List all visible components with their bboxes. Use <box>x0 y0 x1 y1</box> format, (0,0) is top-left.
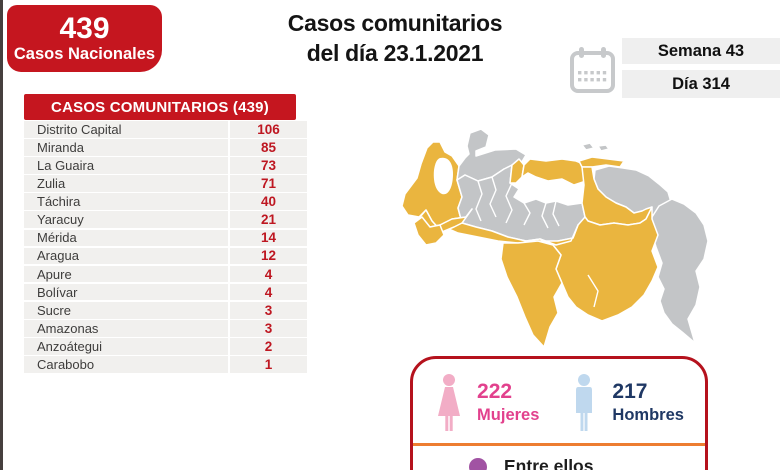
women-count: 222 <box>477 380 513 403</box>
day-badge: Día 314 <box>622 70 780 98</box>
state-name: Bolívar <box>24 283 228 301</box>
men-stat: 217 Hombres <box>612 372 684 436</box>
table-row: Sucre 3 <box>24 301 307 319</box>
map-islands-nueva-esparta <box>581 142 595 151</box>
state-cases: 71 <box>230 175 307 192</box>
venezuela-map <box>401 128 709 348</box>
state-name: Mérida <box>24 229 228 247</box>
map-state-amazonas <box>500 240 563 348</box>
national-cases-value: 439 <box>59 12 110 45</box>
state-name: Amazonas <box>24 320 228 337</box>
state-cases: 1 <box>230 356 307 373</box>
state-cases: 85 <box>230 139 307 156</box>
male-icon <box>576 374 593 431</box>
table-header: CASOS COMUNITARIOS (439) <box>24 94 296 120</box>
map-internal-border <box>523 202 531 226</box>
state-name: Yaracuy <box>24 211 228 229</box>
national-cases-label: Casos Nacionales <box>13 45 156 63</box>
table-row: La Guaira 73 <box>24 157 307 174</box>
state-name: Distrito Capital <box>24 121 228 138</box>
map-state-tachira <box>413 216 445 246</box>
state-cases: 40 <box>230 193 307 210</box>
page-title-line1: Casos comunitarios <box>287 10 503 36</box>
table-row: Miranda 85 <box>24 139 307 156</box>
state-name: Miranda <box>24 139 228 156</box>
state-name: La Guaira <box>24 157 228 174</box>
state-name: Táchira <box>24 193 228 210</box>
state-name: Aragua <box>24 247 228 265</box>
table-row: Carabobo 1 <box>24 356 307 373</box>
map-state-sucre <box>578 156 625 168</box>
state-name: Sucre <box>24 301 228 319</box>
state-cases: 4 <box>230 265 307 283</box>
lake-maracaibo <box>433 157 453 195</box>
among-them-label: Entre ellos <box>504 456 594 470</box>
table-row: Anzoátegui 2 <box>24 338 307 355</box>
state-cases: 2 <box>230 338 307 355</box>
week-badge: Semana 43 <box>622 38 780 64</box>
state-name: Anzoátegui <box>24 338 228 355</box>
map-internal-border <box>475 180 483 222</box>
map-internal-border <box>587 274 599 308</box>
state-cases: 3 <box>230 320 307 337</box>
among-them-row: Entre ellos <box>469 456 593 470</box>
state-cases: 4 <box>230 283 307 301</box>
community-cases-table: Distrito Capital 106 Miranda 85 La Guaira 7… <box>24 121 307 374</box>
map-islands-nueva-esparta <box>597 144 610 152</box>
table-row: Zulia 71 <box>24 175 307 192</box>
map-internal-border <box>505 182 513 224</box>
page-title: Casos comunitarios del día 23.1.2021 <box>253 8 537 68</box>
table-row: Distrito Capital 106 <box>24 121 307 138</box>
state-name: Apure <box>24 265 228 283</box>
map-internal-border <box>541 202 549 229</box>
state-cases: 14 <box>230 229 307 247</box>
left-edge-border <box>0 0 3 470</box>
women-group: 222 Mujeres <box>434 372 539 436</box>
female-icon <box>438 374 461 431</box>
table-row: Mérida 14 <box>24 229 307 247</box>
women-stat: 222 Mujeres <box>477 372 539 436</box>
state-name: Zulia <box>24 175 228 192</box>
map-internal-border <box>552 200 560 227</box>
orange-divider <box>413 443 705 446</box>
map-internal-border <box>489 176 497 218</box>
women-label: Mujeres <box>477 406 540 424</box>
state-cases: 12 <box>230 247 307 265</box>
gender-stats-box: 222 Mujeres 217 Hombres Entre ellos <box>410 356 708 470</box>
men-label: Hombres <box>612 406 684 424</box>
table-row: Bolívar 4 <box>24 283 307 301</box>
map-region-east-delta <box>650 198 709 344</box>
calendar-icon <box>570 47 615 93</box>
state-cases: 3 <box>230 301 307 319</box>
state-cases: 106 <box>230 121 307 138</box>
state-cases: 21 <box>230 211 307 229</box>
gender-stats-row: 222 Mujeres 217 Hombres <box>413 359 705 436</box>
purple-person-icon <box>469 457 487 470</box>
table-row: Aragua 12 <box>24 247 307 265</box>
table-row: Yaracuy 21 <box>24 211 307 229</box>
men-count: 217 <box>612 380 648 403</box>
state-name: Carabobo <box>24 356 228 373</box>
national-cases-box: 439 Casos Nacionales <box>7 5 162 72</box>
table-row: Táchira 40 <box>24 193 307 210</box>
state-cases: 73 <box>230 157 307 174</box>
men-group: 217 Hombres <box>569 372 684 436</box>
page-title-line2: del día 23.1.2021 <box>306 40 484 66</box>
table-row: Amazonas 3 <box>24 320 307 337</box>
table-row: Apure 4 <box>24 265 307 283</box>
